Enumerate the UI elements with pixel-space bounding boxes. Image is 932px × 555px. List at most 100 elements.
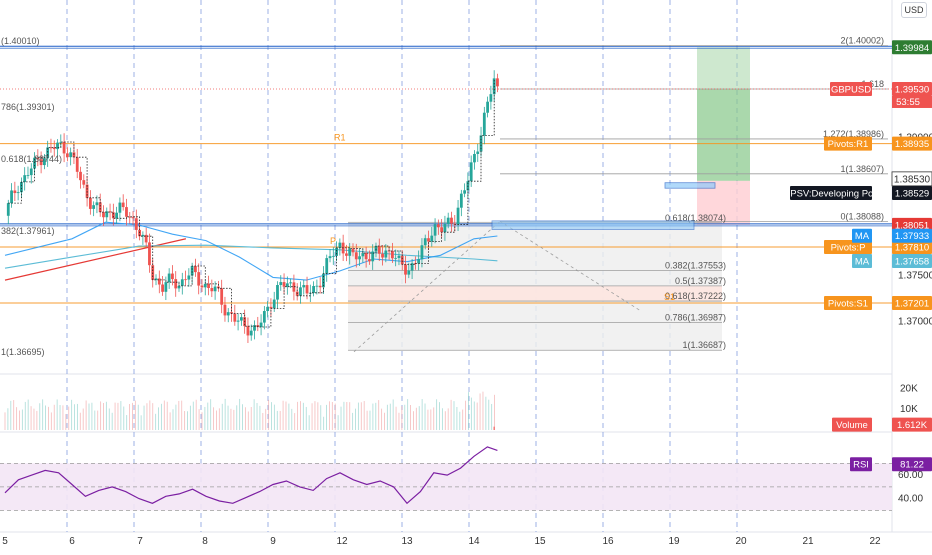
pivot-tag-name: Pivots:S1 bbox=[828, 298, 868, 309]
candle-body bbox=[473, 153, 476, 163]
pivot-tag-value-box bbox=[892, 240, 932, 255]
x-tick-label: 12 bbox=[336, 536, 348, 547]
symbol-price-tag[interactable]: GBPUSD 1.39530 53:55 bbox=[830, 81, 932, 108]
htf-step-line bbox=[8, 78, 495, 328]
candle bbox=[400, 250, 404, 271]
pivot-tag-name-box bbox=[824, 295, 872, 310]
candle bbox=[10, 183, 13, 208]
ma-tag[interactable]: MA 1.37658 bbox=[852, 253, 932, 268]
candle-body bbox=[390, 251, 394, 259]
candle bbox=[62, 133, 66, 163]
ma-tag[interactable]: MA 1.37933 bbox=[852, 228, 932, 243]
candle-body bbox=[134, 218, 138, 230]
candle bbox=[417, 250, 421, 271]
pivot-tag[interactable]: Pivots:S1 1.37201 bbox=[824, 295, 932, 310]
candle bbox=[404, 255, 407, 284]
candle bbox=[420, 238, 424, 268]
candle bbox=[364, 246, 368, 268]
candle-body bbox=[368, 259, 371, 262]
pivot-tag-name: Pivots:P bbox=[831, 243, 866, 254]
candle-body bbox=[325, 258, 329, 274]
symbol-price-tag-value: 1.39530 bbox=[895, 84, 929, 95]
sl-price-tag[interactable]: 1.38051 bbox=[892, 217, 932, 232]
candle bbox=[134, 209, 138, 239]
rsi-tag[interactable]: RSI 81.22 bbox=[850, 457, 932, 472]
candle-body bbox=[180, 279, 184, 286]
candle-body bbox=[479, 135, 483, 152]
x-tick-label: 8 bbox=[202, 536, 208, 547]
candle bbox=[148, 233, 151, 273]
candle-body bbox=[427, 238, 430, 242]
candle-body bbox=[459, 193, 463, 208]
candle bbox=[427, 230, 430, 251]
candle bbox=[315, 279, 319, 295]
candle bbox=[446, 212, 450, 229]
candle-body bbox=[39, 159, 43, 166]
candle-body bbox=[446, 217, 450, 225]
x-tick-label: 7 bbox=[137, 536, 143, 547]
x-tick-label: 15 bbox=[534, 536, 546, 547]
candle-body bbox=[65, 153, 69, 158]
candle bbox=[194, 258, 197, 277]
candle-body bbox=[194, 266, 197, 273]
candle bbox=[433, 218, 437, 244]
tp-price-tag[interactable]: 1.39984 bbox=[892, 40, 932, 55]
candle-body bbox=[262, 311, 266, 323]
candle-body bbox=[102, 212, 105, 218]
volume-tag[interactable]: Volume 1.612K bbox=[832, 417, 932, 432]
pivot-tag[interactable]: Pivots:R1 1.38935 bbox=[824, 136, 932, 151]
ma-slow-line bbox=[4, 244, 498, 269]
candle-body bbox=[177, 285, 181, 289]
candle-body bbox=[443, 224, 447, 233]
candle-body bbox=[364, 253, 368, 260]
left-edge-label: 1(1.36695) bbox=[1, 347, 45, 357]
candle bbox=[473, 150, 476, 170]
candle-body bbox=[154, 278, 158, 280]
vpsv-tag[interactable]: VPSV:Developing Poc 1.38529 bbox=[784, 185, 932, 200]
candle-body bbox=[354, 252, 358, 260]
candle bbox=[318, 277, 322, 294]
candle-body bbox=[98, 202, 102, 213]
candle bbox=[210, 279, 214, 298]
countdown-text: 53:55 bbox=[896, 97, 920, 108]
candle bbox=[29, 163, 33, 184]
ma-tag-name: MA bbox=[855, 256, 870, 267]
candle-body bbox=[56, 142, 59, 150]
candle-body bbox=[79, 171, 82, 181]
candle bbox=[496, 73, 499, 93]
take-profit-filled bbox=[697, 88, 750, 181]
candle bbox=[430, 227, 434, 247]
candle bbox=[220, 279, 224, 314]
candle bbox=[371, 244, 375, 270]
candle bbox=[39, 151, 43, 174]
x-tick-label: 6 bbox=[69, 536, 75, 547]
candle bbox=[486, 96, 490, 118]
candle bbox=[65, 147, 69, 162]
x-tick-label: 16 bbox=[602, 536, 614, 547]
volume-tick-label: 10K bbox=[900, 404, 918, 415]
candle-body bbox=[59, 141, 63, 143]
candle-body bbox=[397, 255, 401, 258]
candle-body bbox=[351, 248, 355, 253]
candle-body bbox=[436, 224, 440, 228]
pivot-tag[interactable]: Pivots:P 1.37810 bbox=[824, 240, 932, 255]
rsi-tag-name: RSI bbox=[853, 460, 869, 471]
currency-selector[interactable]: USD bbox=[901, 2, 927, 18]
candle-body bbox=[23, 175, 27, 182]
candle bbox=[354, 243, 358, 268]
candle-body bbox=[164, 282, 168, 292]
candle-body bbox=[200, 285, 204, 288]
candle bbox=[351, 243, 355, 257]
candle bbox=[299, 281, 302, 304]
candle-body bbox=[210, 288, 214, 292]
fib-level-label: 1(1.36687) bbox=[682, 340, 726, 350]
candle-body bbox=[259, 322, 263, 327]
candle-body bbox=[236, 320, 240, 322]
candle bbox=[368, 250, 371, 265]
candle-body bbox=[223, 304, 227, 316]
candle bbox=[236, 313, 240, 331]
candle-body bbox=[486, 101, 490, 113]
candle bbox=[279, 275, 283, 291]
